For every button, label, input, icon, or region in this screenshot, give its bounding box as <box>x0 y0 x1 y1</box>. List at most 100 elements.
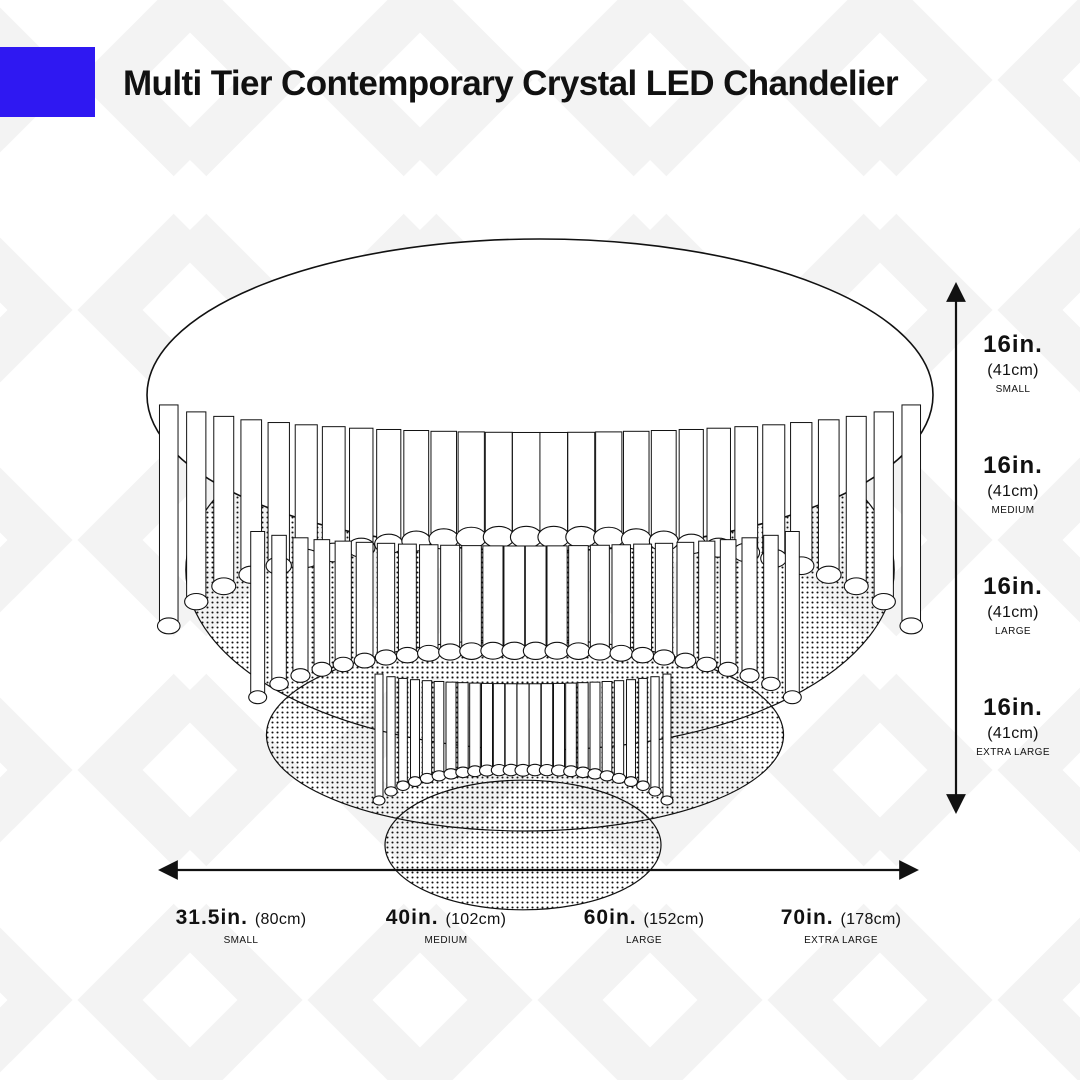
crystal-rod <box>553 682 565 772</box>
crystal-rod <box>784 530 800 698</box>
crystal-rod <box>528 683 542 771</box>
background-chevron <box>997 687 1080 853</box>
crystal-rod-end <box>636 780 650 792</box>
crystal-rod <box>469 682 481 772</box>
background-chevron <box>863 0 993 177</box>
crystal-rod <box>292 537 309 677</box>
crystal-rod <box>676 541 695 662</box>
crystal-rod-end <box>843 577 869 596</box>
crystal-rod <box>589 681 601 775</box>
diameter-metric: (80cm) <box>254 911 307 928</box>
crystal-rod-end <box>761 676 781 692</box>
height-option-medium: 16in. (41cm) MEDIUM <box>955 451 1071 519</box>
crystal-rod <box>250 530 266 698</box>
diameter-value: 31.5in. <box>175 906 248 929</box>
crystal-rod <box>577 682 589 773</box>
crystal-rod <box>440 544 461 653</box>
page-title: Multi Tier Contemporary Crystal LED Chan… <box>123 64 899 103</box>
height-metric: (41cm) <box>987 483 1039 500</box>
background-chevron <box>537 0 667 177</box>
crystal-rod <box>213 415 235 587</box>
crystal-rod-end <box>407 776 423 787</box>
crystal-rod <box>650 430 677 542</box>
crystal-rod <box>461 545 482 652</box>
crystal-rod <box>622 430 650 540</box>
crystal-rod <box>611 544 631 654</box>
background-chevron <box>77 903 207 1080</box>
background-chevron <box>173 673 303 867</box>
crystal-rod <box>567 431 596 538</box>
crystal-rod <box>638 677 648 787</box>
crystal-rod <box>186 411 207 603</box>
crystal-rod-end <box>815 565 842 584</box>
diameter-value: 70in. <box>780 906 834 929</box>
diameter-value: 60in. <box>583 906 637 929</box>
crystal-rod <box>410 679 420 783</box>
crystal-rod-end <box>871 592 896 611</box>
crystal-rod <box>626 679 636 783</box>
diameter-metric: (152cm) <box>643 911 705 928</box>
crystal-rod <box>539 431 569 538</box>
height-option-small: 16in. (41cm) SMALL <box>955 330 1071 398</box>
crystal-rod-end <box>482 525 515 549</box>
crystal-rod <box>817 419 840 576</box>
crystal-rod-end <box>899 617 924 635</box>
crystal-rod-end <box>599 770 615 782</box>
crystal-rod-end <box>384 786 398 797</box>
crystal-rod-end <box>631 646 655 664</box>
crystal-rod <box>376 542 396 659</box>
crystal-rod-end <box>696 656 718 673</box>
size-label: SMALL <box>223 935 259 946</box>
crystal-rod <box>374 673 384 801</box>
crystal-rod <box>589 544 610 653</box>
crystal-rod-end <box>211 577 237 596</box>
background-chevron <box>537 903 667 1080</box>
crystal-rod <box>398 677 408 787</box>
background-chevron <box>997 0 1080 163</box>
crystal-rod-end <box>459 642 484 660</box>
crystal-rod <box>595 431 623 539</box>
crystal-rod <box>421 680 433 779</box>
crystal-rod <box>430 430 458 540</box>
crystal-rod <box>386 676 396 792</box>
height-value: 16in. <box>983 694 1043 721</box>
crystal-rod <box>763 534 779 685</box>
crystal-rod-end <box>648 786 662 797</box>
crystal-rod <box>678 428 704 545</box>
crystal-rod <box>601 680 613 777</box>
crystal-rod <box>719 539 737 670</box>
chandelier <box>146 238 934 911</box>
background-chevron <box>863 903 993 1080</box>
background-chevron <box>997 227 1080 393</box>
background-chevron <box>0 237 73 383</box>
background-chevron <box>173 903 303 1080</box>
height-metric: (41cm) <box>987 604 1039 621</box>
crystal-rod <box>540 683 554 771</box>
size-label: MEDIUM <box>424 935 468 946</box>
background-chevron <box>403 0 533 177</box>
crystal-rod-end <box>480 641 506 660</box>
crystal-rod-end <box>184 592 209 611</box>
crystal-rod <box>397 543 417 656</box>
crystal-rod <box>457 431 485 539</box>
crystal-rod-end <box>396 780 410 792</box>
crystal-rod-end <box>544 641 570 660</box>
background-chevron <box>767 0 897 177</box>
crystal-rod <box>568 545 589 652</box>
crystal-rod <box>481 682 493 772</box>
diameter-metric: (102cm) <box>445 911 507 928</box>
crystal-rod-end <box>156 617 181 635</box>
height-value: 16in. <box>983 331 1043 358</box>
height-value: 16in. <box>983 573 1043 600</box>
crystal-rod-end <box>332 656 354 673</box>
height-metric: (41cm) <box>987 725 1039 742</box>
crystal-rod-end <box>248 690 268 705</box>
diameter-option-medium: 40in. (102cm) MEDIUM <box>346 905 546 949</box>
crystal-rod <box>321 426 346 553</box>
crystal-rod <box>313 539 331 670</box>
crystal-rod-end <box>522 641 549 660</box>
crystal-rod <box>845 415 867 587</box>
background-chevron <box>307 903 437 1080</box>
height-option-large: 16in. (41cm) LARGE <box>955 572 1071 640</box>
